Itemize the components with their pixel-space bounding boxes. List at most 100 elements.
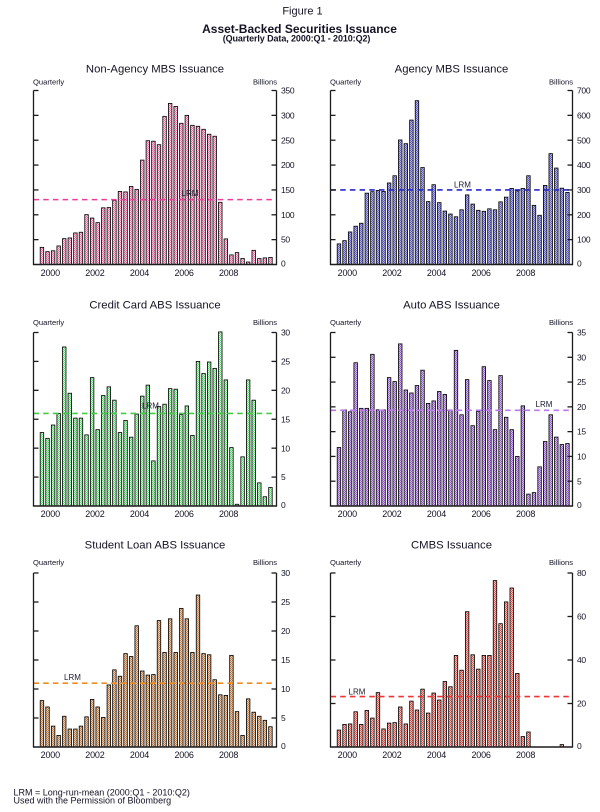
svg-text:5: 5 bbox=[281, 713, 286, 723]
svg-text:2006: 2006 bbox=[471, 268, 490, 278]
svg-text:100: 100 bbox=[281, 210, 295, 220]
svg-text:10: 10 bbox=[281, 684, 290, 694]
svg-text:0: 0 bbox=[281, 741, 286, 751]
svg-text:2002: 2002 bbox=[85, 268, 104, 278]
svg-text:LRM: LRM bbox=[454, 180, 471, 189]
svg-text:20: 20 bbox=[577, 402, 586, 412]
svg-text:2008: 2008 bbox=[516, 509, 535, 519]
svg-text:2008: 2008 bbox=[219, 268, 238, 278]
svg-text:2006: 2006 bbox=[174, 750, 193, 760]
svg-text:60: 60 bbox=[577, 612, 586, 622]
svg-text:25: 25 bbox=[281, 357, 290, 367]
svg-text:40: 40 bbox=[577, 655, 586, 665]
svg-text:15: 15 bbox=[281, 655, 290, 665]
svg-text:20: 20 bbox=[577, 699, 586, 709]
svg-text:2006: 2006 bbox=[471, 750, 490, 760]
svg-text:2000: 2000 bbox=[41, 509, 60, 519]
svg-text:2008: 2008 bbox=[516, 750, 535, 760]
svg-text:Quarterly: Quarterly bbox=[33, 558, 64, 567]
svg-text:25: 25 bbox=[281, 597, 290, 607]
svg-text:10: 10 bbox=[577, 452, 586, 462]
svg-text:Quarterly: Quarterly bbox=[33, 318, 64, 327]
svg-text:2006: 2006 bbox=[174, 268, 193, 278]
svg-text:2004: 2004 bbox=[130, 750, 149, 760]
svg-text:0: 0 bbox=[281, 500, 286, 510]
svg-text:(Quarterly Data, 2000:Q1 - 201: (Quarterly Data, 2000:Q1 - 2010:Q2) bbox=[223, 34, 371, 44]
svg-text:LRM: LRM bbox=[182, 189, 199, 198]
svg-text:700: 700 bbox=[577, 86, 591, 96]
svg-text:2006: 2006 bbox=[471, 509, 490, 519]
svg-text:400: 400 bbox=[577, 160, 591, 170]
svg-text:Quarterly: Quarterly bbox=[33, 77, 64, 86]
svg-text:LRM = Long-run-mean (2000:Q1 -: LRM = Long-run-mean (2000:Q1 - 2010:Q2) bbox=[14, 787, 190, 797]
svg-text:CMBS Issuance: CMBS Issuance bbox=[411, 539, 492, 551]
svg-text:Billions: Billions bbox=[549, 77, 573, 86]
svg-text:30: 30 bbox=[577, 352, 586, 362]
svg-text:30: 30 bbox=[281, 568, 290, 578]
svg-text:250: 250 bbox=[281, 135, 295, 145]
svg-text:LRM: LRM bbox=[536, 400, 553, 409]
svg-text:Quarterly: Quarterly bbox=[330, 558, 361, 567]
svg-text:20: 20 bbox=[281, 385, 290, 395]
svg-text:2004: 2004 bbox=[427, 750, 446, 760]
svg-text:Agency MBS Issuance: Agency MBS Issuance bbox=[395, 64, 509, 76]
svg-text:2000: 2000 bbox=[41, 750, 60, 760]
svg-text:Billions: Billions bbox=[253, 77, 277, 86]
svg-text:200: 200 bbox=[577, 210, 591, 220]
svg-text:2002: 2002 bbox=[382, 509, 401, 519]
svg-text:Quarterly: Quarterly bbox=[330, 77, 361, 86]
svg-text:2002: 2002 bbox=[382, 268, 401, 278]
svg-text:500: 500 bbox=[577, 135, 591, 145]
svg-text:Credit Card ABS Issuance: Credit Card ABS Issuance bbox=[89, 300, 220, 312]
svg-text:0: 0 bbox=[577, 741, 582, 751]
svg-text:15: 15 bbox=[577, 427, 586, 437]
svg-text:0: 0 bbox=[577, 258, 582, 268]
svg-text:300: 300 bbox=[577, 185, 591, 195]
svg-text:2004: 2004 bbox=[427, 268, 446, 278]
svg-text:Non-Agency MBS Issuance: Non-Agency MBS Issuance bbox=[86, 64, 224, 76]
svg-text:5: 5 bbox=[577, 476, 582, 486]
svg-text:80: 80 bbox=[577, 568, 586, 578]
svg-text:20: 20 bbox=[281, 626, 290, 636]
svg-text:2000: 2000 bbox=[338, 268, 357, 278]
svg-text:350: 350 bbox=[281, 86, 295, 96]
svg-text:10: 10 bbox=[281, 443, 290, 453]
svg-text:Auto ABS Issuance: Auto ABS Issuance bbox=[403, 300, 500, 312]
svg-text:2008: 2008 bbox=[516, 268, 535, 278]
svg-text:2002: 2002 bbox=[382, 750, 401, 760]
svg-text:300: 300 bbox=[281, 110, 295, 120]
svg-text:100: 100 bbox=[577, 235, 591, 245]
svg-text:Billions: Billions bbox=[253, 558, 277, 567]
svg-text:15: 15 bbox=[281, 414, 290, 424]
svg-text:5: 5 bbox=[281, 472, 286, 482]
svg-text:25: 25 bbox=[577, 377, 586, 387]
svg-text:Figure 1: Figure 1 bbox=[282, 5, 322, 17]
svg-text:2000: 2000 bbox=[338, 750, 357, 760]
svg-text:LRM: LRM bbox=[142, 402, 159, 411]
svg-text:30: 30 bbox=[281, 328, 290, 338]
svg-text:200: 200 bbox=[281, 160, 295, 170]
svg-text:Quarterly: Quarterly bbox=[330, 318, 361, 327]
svg-text:Asset-Backed Securities Issuan: Asset-Backed Securities Issuance bbox=[202, 22, 397, 36]
svg-text:Used with the Permission of Bl: Used with the Permission of Bloomberg bbox=[14, 795, 172, 805]
svg-text:2004: 2004 bbox=[427, 509, 446, 519]
svg-text:2008: 2008 bbox=[219, 750, 238, 760]
svg-text:150: 150 bbox=[281, 185, 295, 195]
svg-text:2002: 2002 bbox=[85, 750, 104, 760]
svg-text:2004: 2004 bbox=[130, 509, 149, 519]
svg-text:LRM: LRM bbox=[349, 688, 366, 697]
svg-text:2004: 2004 bbox=[130, 268, 149, 278]
svg-text:2008: 2008 bbox=[219, 509, 238, 519]
svg-text:0: 0 bbox=[577, 500, 582, 510]
svg-text:600: 600 bbox=[577, 110, 591, 120]
svg-text:Student Loan ABS Issuance: Student Loan ABS Issuance bbox=[85, 539, 226, 551]
svg-text:Billions: Billions bbox=[549, 558, 573, 567]
svg-text:2002: 2002 bbox=[85, 509, 104, 519]
svg-text:LRM: LRM bbox=[64, 673, 81, 682]
svg-text:0: 0 bbox=[281, 258, 286, 268]
svg-text:2006: 2006 bbox=[174, 509, 193, 519]
svg-text:50: 50 bbox=[281, 235, 290, 245]
svg-text:2000: 2000 bbox=[41, 268, 60, 278]
svg-text:35: 35 bbox=[577, 328, 586, 338]
svg-text:Billions: Billions bbox=[549, 318, 573, 327]
